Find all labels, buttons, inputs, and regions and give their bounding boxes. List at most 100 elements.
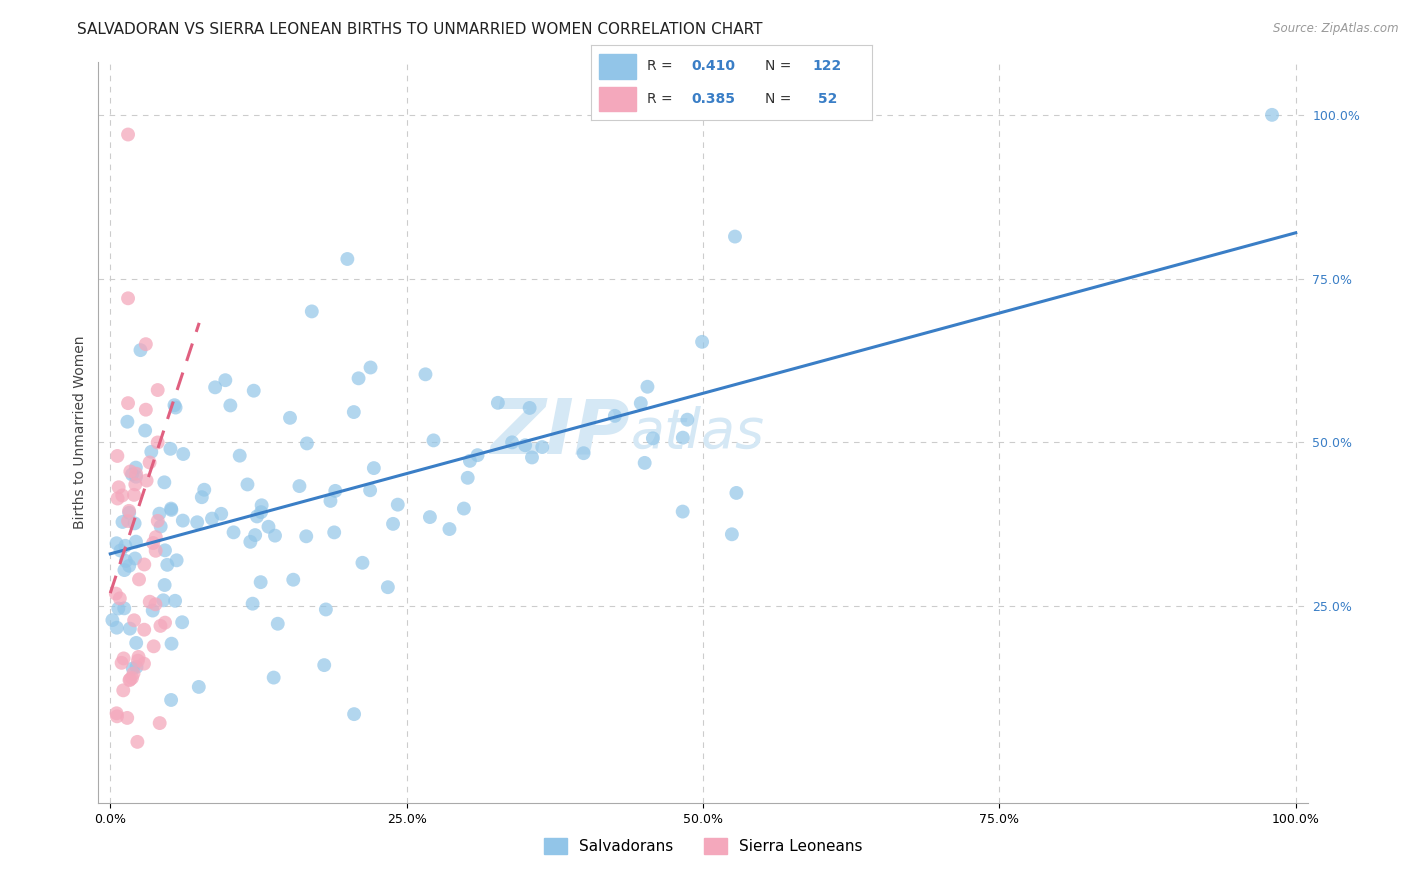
Point <box>160 501 183 516</box>
Point <box>117 396 139 410</box>
Point <box>467 448 489 462</box>
Text: N =: N = <box>765 59 796 73</box>
Point <box>283 573 305 587</box>
Point <box>128 649 150 664</box>
Point <box>142 603 165 617</box>
Point <box>263 671 285 685</box>
Point <box>160 637 183 651</box>
Point <box>382 516 405 531</box>
Text: 52: 52 <box>813 92 837 106</box>
Point <box>267 616 290 631</box>
Point <box>112 563 135 577</box>
Point <box>138 595 160 609</box>
Point <box>117 514 139 528</box>
Point <box>191 490 214 504</box>
Point <box>243 528 266 542</box>
Point <box>239 534 262 549</box>
Point <box>138 455 160 469</box>
Text: 0.410: 0.410 <box>692 59 735 73</box>
Point <box>115 711 138 725</box>
Point <box>110 543 132 558</box>
Point <box>352 556 374 570</box>
Point <box>165 401 187 415</box>
Point <box>105 706 128 721</box>
Text: ZIP: ZIP <box>491 396 630 469</box>
Text: Source: ZipAtlas.com: Source: ZipAtlas.com <box>1274 22 1399 36</box>
Point <box>250 505 273 519</box>
Point <box>135 337 157 351</box>
Point <box>301 304 323 318</box>
Point <box>141 445 163 459</box>
Point <box>118 506 141 520</box>
Point <box>634 456 657 470</box>
Point <box>105 709 128 723</box>
Point <box>110 656 132 670</box>
Point <box>363 461 385 475</box>
Point <box>249 575 271 590</box>
Point <box>186 515 208 529</box>
Point <box>142 536 165 550</box>
Point <box>501 435 523 450</box>
Point <box>204 380 226 394</box>
Point <box>107 480 129 494</box>
Point <box>1261 108 1284 122</box>
Point <box>690 334 713 349</box>
Point <box>129 343 152 358</box>
Point <box>125 460 148 475</box>
Point <box>295 529 318 543</box>
Point <box>120 465 142 479</box>
Point <box>250 498 273 512</box>
Point <box>672 431 695 445</box>
Point <box>519 401 541 415</box>
Text: SALVADORAN VS SIERRA LEONEAN BIRTHS TO UNMARRIED WOMEN CORRELATION CHART: SALVADORAN VS SIERRA LEONEAN BIRTHS TO U… <box>77 22 763 37</box>
Point <box>112 651 135 665</box>
Point <box>725 486 748 500</box>
Point <box>146 383 169 397</box>
Point <box>603 409 626 423</box>
Point <box>124 477 146 491</box>
Point <box>458 454 481 468</box>
Point <box>242 597 264 611</box>
Point <box>228 449 250 463</box>
Y-axis label: Births to Unmarried Women: Births to Unmarried Women <box>73 336 87 529</box>
Point <box>163 398 186 412</box>
Point <box>101 613 124 627</box>
Point <box>127 654 149 668</box>
Point <box>439 522 461 536</box>
Point <box>128 573 150 587</box>
Point <box>135 402 157 417</box>
Point <box>222 525 245 540</box>
Bar <box>599 87 636 112</box>
Point <box>636 380 658 394</box>
Point <box>121 467 143 482</box>
Point <box>531 440 554 454</box>
Point <box>112 683 135 698</box>
Point <box>172 514 194 528</box>
Point <box>343 707 366 722</box>
Point <box>104 586 127 600</box>
Point <box>153 543 176 558</box>
Point <box>315 602 337 616</box>
Point <box>125 534 148 549</box>
Point <box>721 527 744 541</box>
Point <box>122 613 145 627</box>
Point <box>319 494 342 508</box>
Point <box>193 483 215 497</box>
Point <box>107 491 129 506</box>
Point <box>134 424 156 438</box>
Point <box>115 554 138 568</box>
Point <box>105 621 128 635</box>
Point <box>120 673 142 687</box>
Point <box>135 474 157 488</box>
Point <box>117 415 139 429</box>
Point <box>724 229 747 244</box>
Text: 0.385: 0.385 <box>692 92 735 106</box>
Point <box>111 488 134 502</box>
Point <box>114 539 136 553</box>
Point <box>219 399 242 413</box>
Point <box>166 553 188 567</box>
Point <box>172 447 194 461</box>
Point <box>347 371 370 385</box>
Point <box>295 436 318 450</box>
Point <box>343 405 366 419</box>
